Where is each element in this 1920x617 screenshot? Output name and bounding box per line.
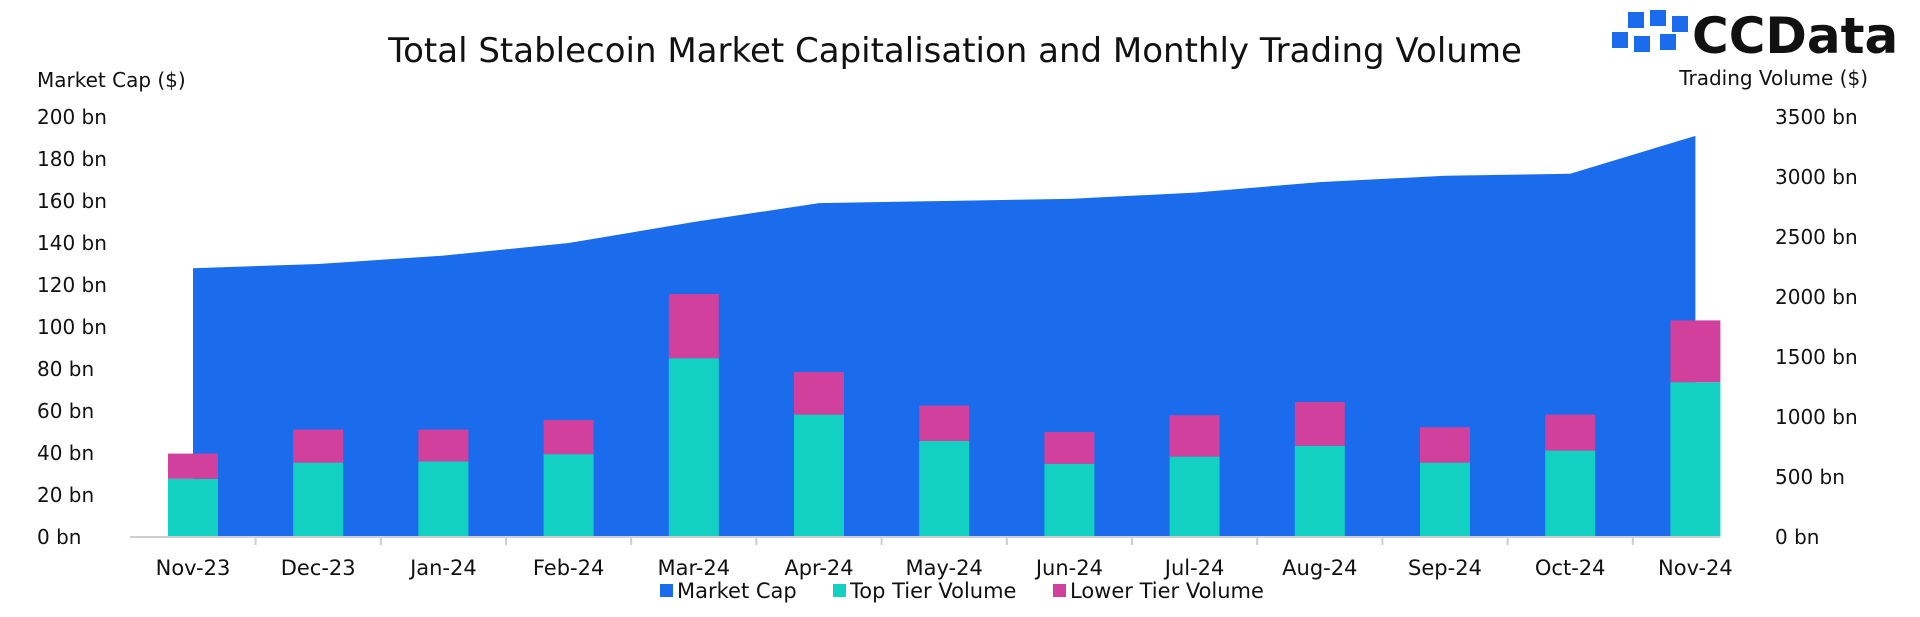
legend-swatch-market-cap: [660, 584, 673, 597]
x-tick-label: Jun-24: [1034, 556, 1103, 580]
bar-lower-tier-volume: [1420, 427, 1470, 463]
bar-top-tier-volume: [1545, 450, 1596, 537]
x-axis-ticks: [254, 537, 1634, 545]
legend: Market Cap Top Tier Volume Lower Tier Vo…: [660, 579, 1264, 603]
right-axis-ticks: 0 bn 500 bn 1000 bn 1500 bn 2000 bn 2500 bn 30…: [1775, 105, 1858, 549]
x-tick-label: Mar-24: [658, 556, 731, 580]
legend-label-lower-tier: Lower Tier Volume: [1070, 579, 1264, 603]
bar-lower-tier-volume: [543, 420, 594, 455]
bar-lower-tier-volume: [1169, 415, 1220, 457]
volume-bars-layer: [168, 294, 1721, 537]
bar-top-tier-volume: [1294, 445, 1345, 537]
bar-lower-tier-volume: [418, 429, 469, 462]
left-y-tick-label: 160 bn: [37, 189, 107, 213]
logo-mark-square: [1634, 36, 1650, 52]
bar-lower-tier-volume: [1294, 402, 1345, 446]
bar-top-tier-volume: [418, 461, 469, 537]
logo-text: CCData: [1692, 7, 1898, 65]
x-tick-label: Oct-24: [1535, 556, 1606, 580]
bar-top-tier-volume: [168, 478, 218, 537]
left-y-tick-label: 120 bn: [37, 273, 107, 297]
bar-top-tier-volume: [1044, 463, 1095, 537]
left-y-tick-label: 180 bn: [37, 147, 107, 171]
bar-top-tier-volume: [1420, 462, 1470, 537]
left-y-tick-label: 0 bn: [37, 525, 81, 549]
left-y-tick-label: 60 bn: [37, 399, 94, 423]
left-y-tick-label: 140 bn: [37, 231, 107, 255]
x-tick-label: May-24: [906, 556, 983, 580]
legend-swatch-top-tier: [833, 584, 846, 597]
logo-mark-square: [1650, 10, 1666, 26]
bar-lower-tier-volume: [794, 372, 844, 415]
bar-top-tier-volume: [794, 414, 844, 537]
logo-mark-square: [1672, 16, 1688, 32]
x-tick-label: Jul-24: [1163, 556, 1225, 580]
bar-lower-tier-volume: [1044, 432, 1095, 464]
bar-lower-tier-volume: [293, 429, 344, 463]
x-tick-label: Dec-23: [281, 556, 356, 580]
left-y-tick-label: 80 bn: [37, 357, 94, 381]
x-tick-label: Nov-24: [1658, 556, 1733, 580]
x-tick-label: Sep-24: [1408, 556, 1482, 580]
bar-lower-tier-volume: [668, 294, 719, 359]
right-y-tick-label: 0 bn: [1775, 525, 1819, 549]
bar-top-tier-volume: [293, 462, 344, 537]
bar-lower-tier-volume: [919, 405, 970, 441]
x-tick-label: Apr-24: [784, 556, 853, 580]
legend-label-market-cap: Market Cap: [677, 579, 797, 603]
left-y-tick-label: 20 bn: [37, 483, 94, 507]
right-y-tick-label: 2500 bn: [1775, 225, 1858, 249]
bar-lower-tier-volume: [168, 453, 218, 479]
right-y-tick-label: 3000 bn: [1775, 165, 1858, 189]
ccdata-logo: CCData: [1612, 7, 1898, 65]
left-y-tick-label: 100 bn: [37, 315, 107, 339]
bar-lower-tier-volume: [1670, 320, 1721, 383]
bar-top-tier-volume: [1169, 456, 1220, 537]
bar-top-tier-volume: [1670, 382, 1721, 537]
right-axis-title: Trading Volume ($): [1678, 66, 1868, 90]
x-axis-labels: Nov-23 Dec-23 Jan-24 Feb-24 Mar-24 Apr-24 May-…: [156, 556, 1733, 580]
bar-lower-tier-volume: [1545, 414, 1596, 451]
x-tick-label: Feb-24: [533, 556, 604, 580]
bar-top-tier-volume: [543, 454, 594, 537]
right-y-tick-label: 500 bn: [1775, 465, 1845, 489]
x-tick-label: Jan-24: [408, 556, 477, 580]
logo-mark-square: [1612, 32, 1628, 48]
right-y-tick-label: 1500 bn: [1775, 345, 1858, 369]
x-tick-label: Aug-24: [1282, 556, 1357, 580]
left-axis-title: Market Cap ($): [37, 68, 186, 92]
left-y-tick-label: 40 bn: [37, 441, 94, 465]
left-y-tick-label: 200 bn: [37, 105, 107, 129]
right-y-tick-label: 2000 bn: [1775, 285, 1858, 309]
legend-label-top-tier: Top Tier Volume: [849, 579, 1016, 603]
bar-top-tier-volume: [668, 358, 719, 537]
bar-top-tier-volume: [919, 441, 970, 537]
legend-swatch-lower-tier: [1053, 584, 1066, 597]
chart-title: Total Stablecoin Market Capitalisation a…: [387, 31, 1522, 71]
logo-mark-square: [1628, 12, 1644, 28]
left-axis-ticks: 0 bn 20 bn 40 bn 60 bn 80 bn 100 bn 120 bn 140 …: [37, 105, 107, 549]
right-y-tick-label: 3500 bn: [1775, 105, 1858, 129]
x-tick-label: Nov-23: [156, 556, 231, 580]
right-y-tick-label: 1000 bn: [1775, 405, 1858, 429]
logo-mark-square: [1660, 34, 1676, 50]
